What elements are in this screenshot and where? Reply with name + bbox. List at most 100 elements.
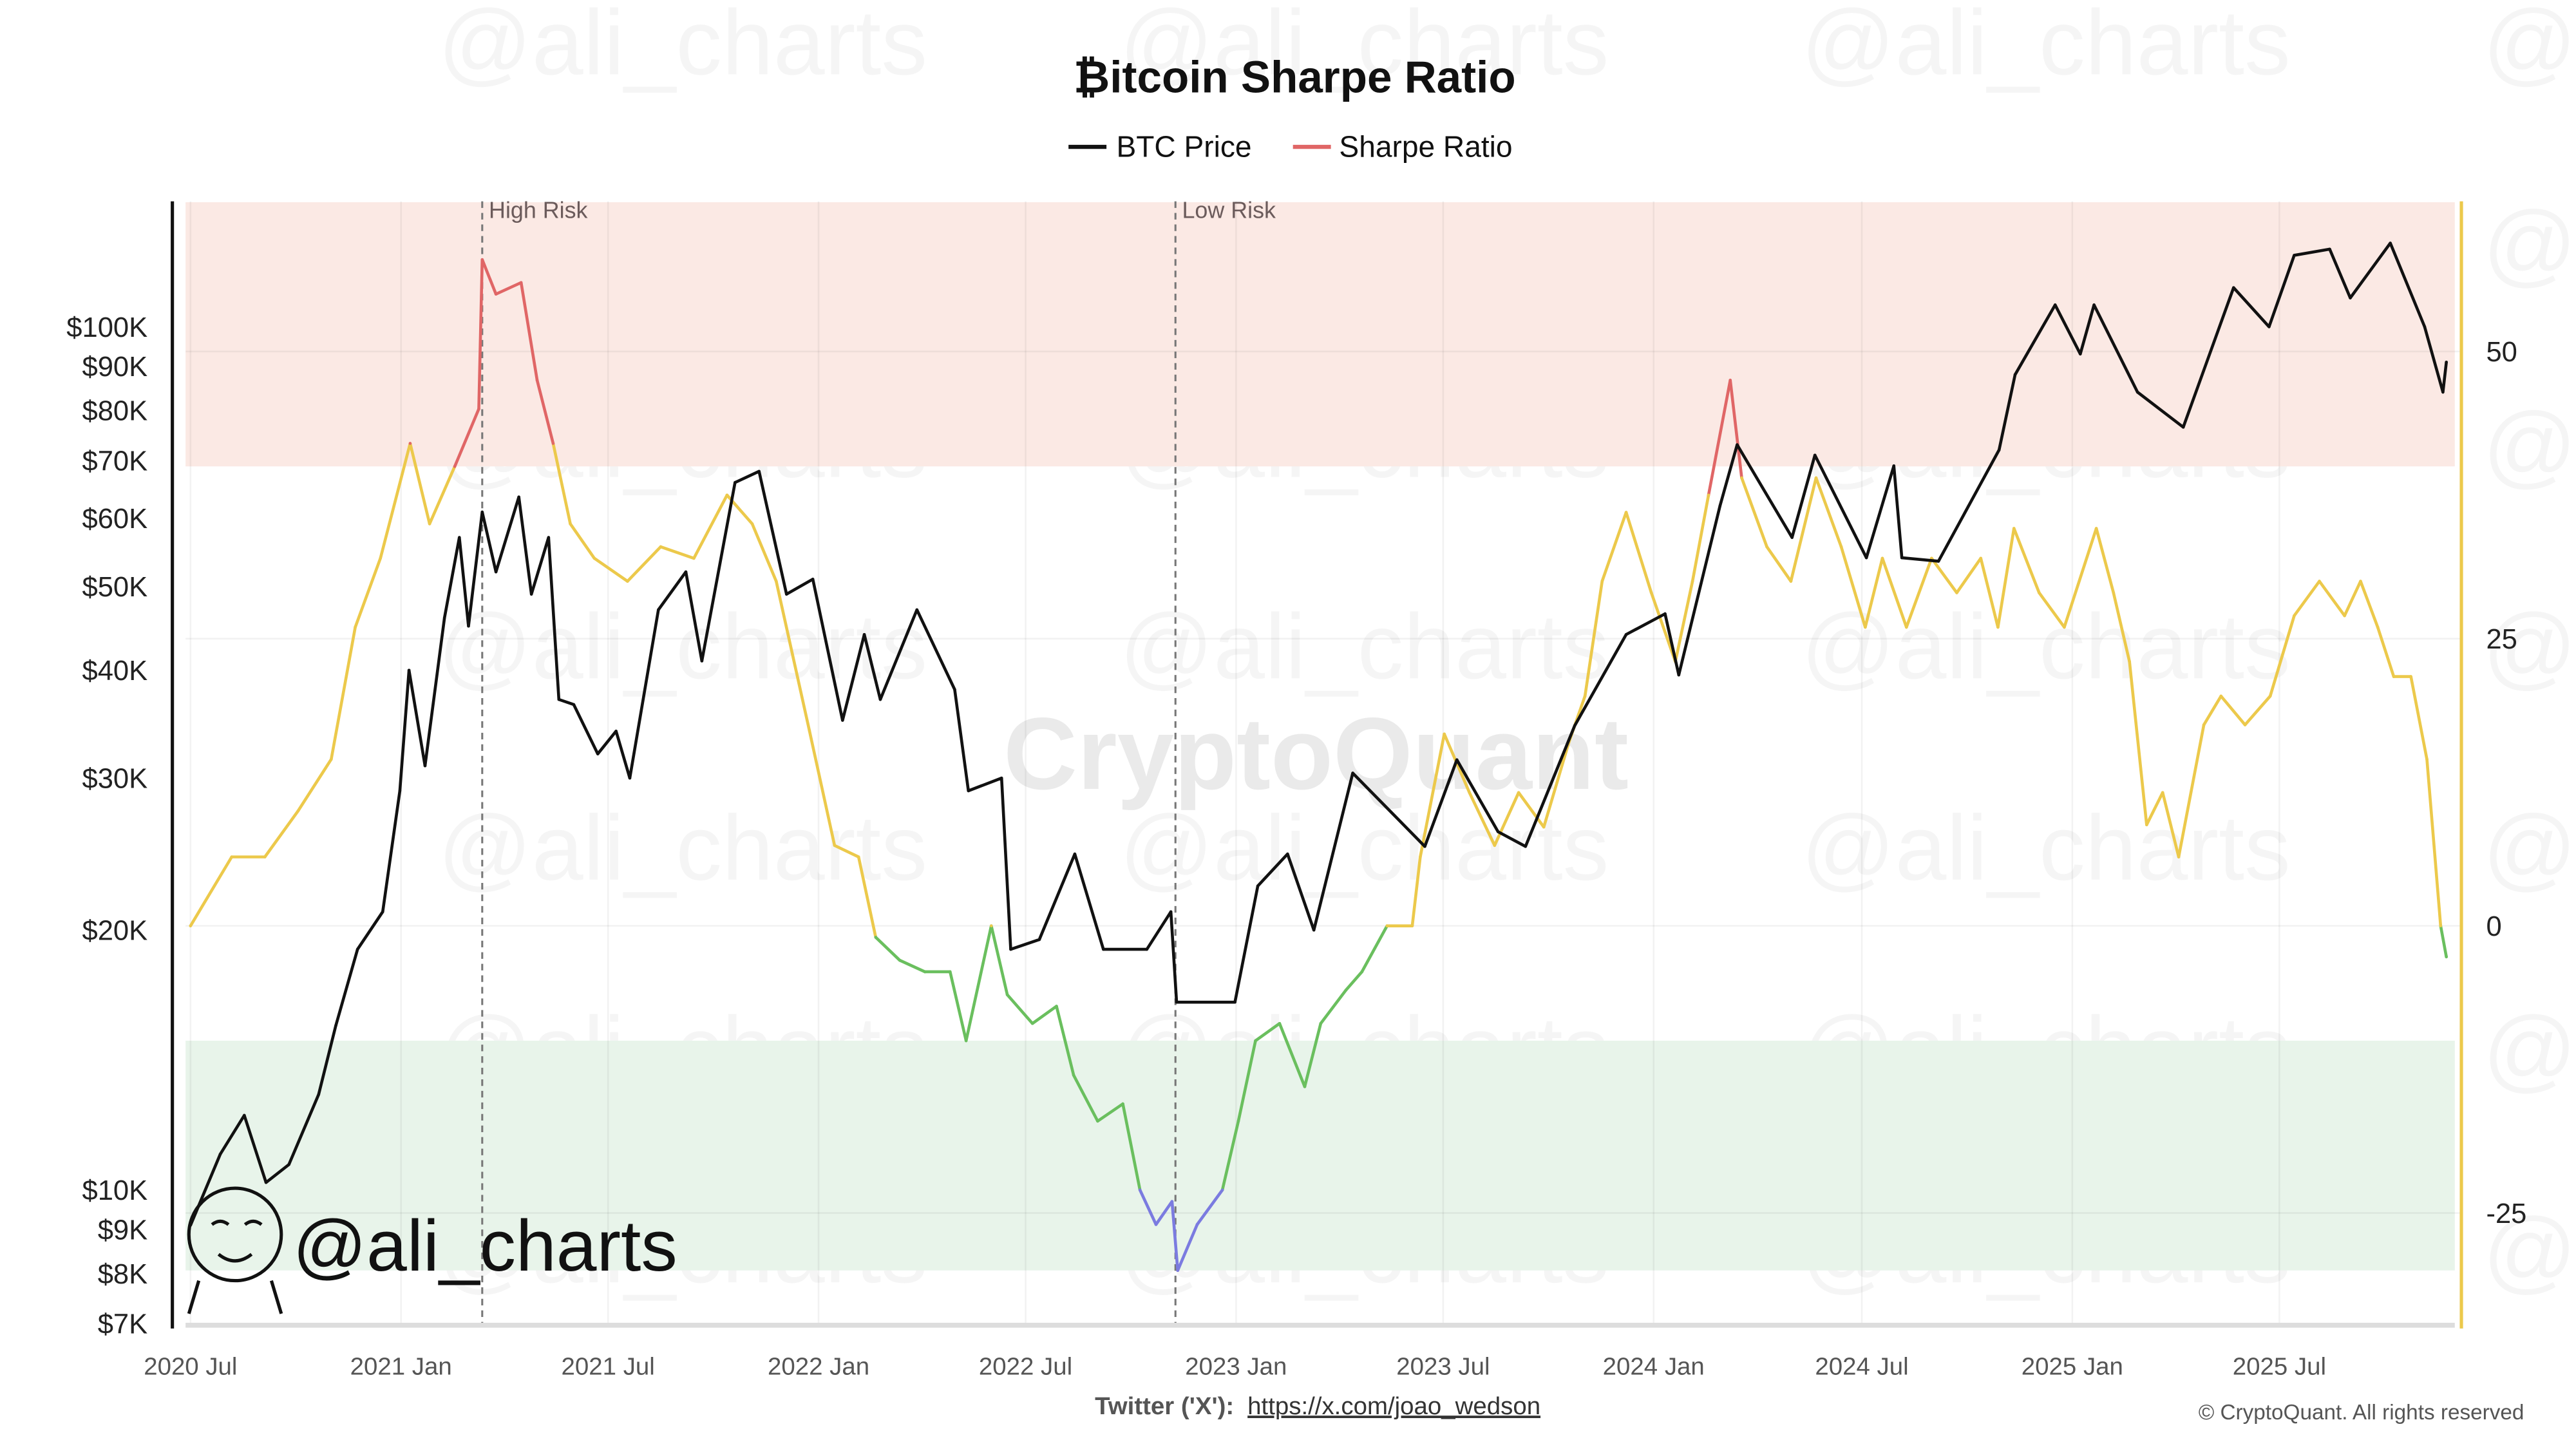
- sharpe-ratio-segment: [1236, 1039, 1257, 1123]
- sharpe-ratio-point: [1443, 732, 1446, 736]
- sharpe-ratio-point: [775, 580, 778, 583]
- btc-price-point: [1736, 443, 1739, 446]
- sharpe-ratio-point: [2439, 924, 2443, 927]
- sharpe-ratio-segment: [1220, 1119, 1240, 1192]
- sharpe-ratio-segment: [2202, 694, 2223, 726]
- sharpe-ratio-segment: [1344, 970, 1364, 992]
- sharpe-ratio-point: [725, 493, 729, 497]
- sharpe-ratio-point: [2409, 675, 2412, 678]
- sharpe-ratio-point: [898, 958, 902, 962]
- btc-price-point: [572, 703, 576, 706]
- x-axis-tick-label: 2023 Jul: [1396, 1353, 1490, 1381]
- x-axis-tick-label: 2020 Jul: [144, 1353, 237, 1381]
- sharpe-ratio-segment: [2425, 757, 2443, 927]
- btc-price-point: [1102, 947, 1105, 951]
- sharpe-ratio-segment: [2094, 527, 2116, 594]
- left-axis-tick-label: $7K: [98, 1309, 147, 1340]
- sharpe-ratio-point: [1542, 825, 1546, 829]
- sharpe-ratio-segment: [874, 936, 902, 962]
- footer: Twitter ('X'): https://x.com/joao_wedson…: [1095, 1392, 2524, 1425]
- sharpe-ratio-segment: [1410, 855, 1422, 927]
- sharpe-ratio-point: [1600, 580, 1604, 583]
- btc-price-point: [1663, 612, 1667, 616]
- btc-price-point: [1790, 536, 1794, 539]
- legend-label-btc-price[interactable]: BTC Price: [1116, 129, 1251, 163]
- ali-charts-watermark: @ali_charts: [2483, 998, 2576, 1101]
- btc-price-point: [2232, 286, 2235, 289]
- sharpe-ratio-point: [948, 970, 952, 974]
- sharpe-ratio-segment: [453, 407, 480, 468]
- left-axis-tick-label: $40K: [82, 656, 148, 687]
- sharpe-ratio-segment: [2177, 723, 2206, 858]
- sharpe-ratio-point: [1072, 1074, 1075, 1077]
- sharpe-ratio-segment: [1493, 791, 1520, 848]
- sharpe-ratio-segment: [477, 258, 484, 411]
- sharpe-ratio-segment: [964, 924, 993, 1043]
- ali-charts-watermark: @ali_charts: [1801, 797, 2291, 900]
- x-axis-tick-label: 2022 Jul: [979, 1353, 1072, 1381]
- sharpe-ratio-segment: [1583, 580, 1604, 698]
- sharpe-ratio-segment: [1154, 1200, 1174, 1226]
- sharpe-ratio-point: [592, 556, 596, 560]
- x-axis-tick-label: 2023 Jan: [1185, 1353, 1287, 1381]
- btc-price-point: [334, 1024, 337, 1027]
- ali-charts-logo: @ali_charts: [187, 1186, 677, 1314]
- left-axis-tick-label: $30K: [82, 764, 148, 795]
- btc-price-point: [841, 719, 844, 722]
- btc-price-point: [1169, 910, 1173, 914]
- sharpe-ratio-point: [2202, 723, 2206, 726]
- sharpe-ratio-segment: [1765, 545, 1793, 583]
- sharpe-ratio-point: [1419, 855, 1422, 858]
- sharpe-ratio-point: [1138, 1188, 1142, 1192]
- legend-label-sharpe-ratio[interactable]: Sharpe Ratio: [1339, 129, 1512, 163]
- sharpe-ratio-point: [2177, 855, 2181, 858]
- btc-price-point: [628, 776, 632, 780]
- sharpe-ratio-segment: [1707, 379, 1732, 497]
- sharpe-ratio-segment: [2161, 791, 2181, 858]
- gridlines: [185, 201, 2460, 1325]
- twitter-label: Twitter ('X'):: [1095, 1392, 1234, 1420]
- btc-price-point: [517, 495, 520, 499]
- sharpe-ratio-segment: [480, 258, 498, 296]
- sharpe-ratio-point: [1254, 1039, 1257, 1043]
- sharpe-ratio-segment: [2359, 580, 2380, 629]
- sharpe-ratio-point: [1220, 1188, 1224, 1192]
- sharpe-ratio-segment: [379, 442, 412, 560]
- x-axis-tick-label: 2022 Jan: [768, 1353, 869, 1381]
- sharpe-ratio-segment: [1542, 740, 1571, 829]
- btc-price-series: [189, 242, 2448, 1227]
- sharpe-ratio-segment: [494, 281, 523, 296]
- sharpe-ratio-segment: [1360, 924, 1389, 974]
- sharpe-ratio-segment: [1674, 580, 1694, 663]
- btc-price-point: [1496, 830, 1500, 833]
- sharpe-ratio-point: [1583, 694, 1587, 698]
- sharpe-ratio-segment: [808, 729, 837, 848]
- sharpe-ratio-segment: [1303, 1021, 1323, 1088]
- sharpe-ratio-segment: [2318, 580, 2346, 618]
- btc-price-point: [457, 536, 461, 539]
- annotation-label: Low Risk: [1182, 197, 1276, 223]
- sharpe-ratio-point: [808, 729, 811, 732]
- sharpe-ratio-point: [2094, 527, 2098, 530]
- btc-price-point: [2053, 303, 2057, 307]
- sharpe-ratio-point: [2359, 580, 2362, 583]
- sharpe-ratio-segment: [592, 556, 629, 583]
- btc-price-point: [1718, 504, 1722, 507]
- btc-price-point: [614, 730, 618, 733]
- sharpe-ratio-point: [494, 292, 498, 296]
- sharpe-ratio-segment: [1170, 1200, 1180, 1273]
- sharpe-ratio-point: [1707, 493, 1710, 497]
- btc-price-point: [547, 536, 551, 539]
- low-risk-zone: [185, 1041, 2455, 1271]
- sharpe-ratio-point: [1385, 924, 1389, 927]
- sharpe-ratio-point: [2128, 660, 2131, 663]
- sharpe-ratio-point: [2445, 955, 2448, 959]
- sharpe-ratio-point: [1690, 580, 1694, 583]
- sharpe-ratio-point: [1765, 545, 1768, 549]
- sharpe-ratio-point: [354, 625, 357, 629]
- sharpe-ratio-point: [2012, 527, 2016, 530]
- sharpe-ratio-point: [1624, 511, 1628, 514]
- sharpe-ratio-segment: [2063, 527, 2098, 629]
- twitter-link[interactable]: https://x.com/joao_wedson: [1247, 1392, 1540, 1420]
- annotations: High Risk Low Risk: [481, 197, 1276, 1325]
